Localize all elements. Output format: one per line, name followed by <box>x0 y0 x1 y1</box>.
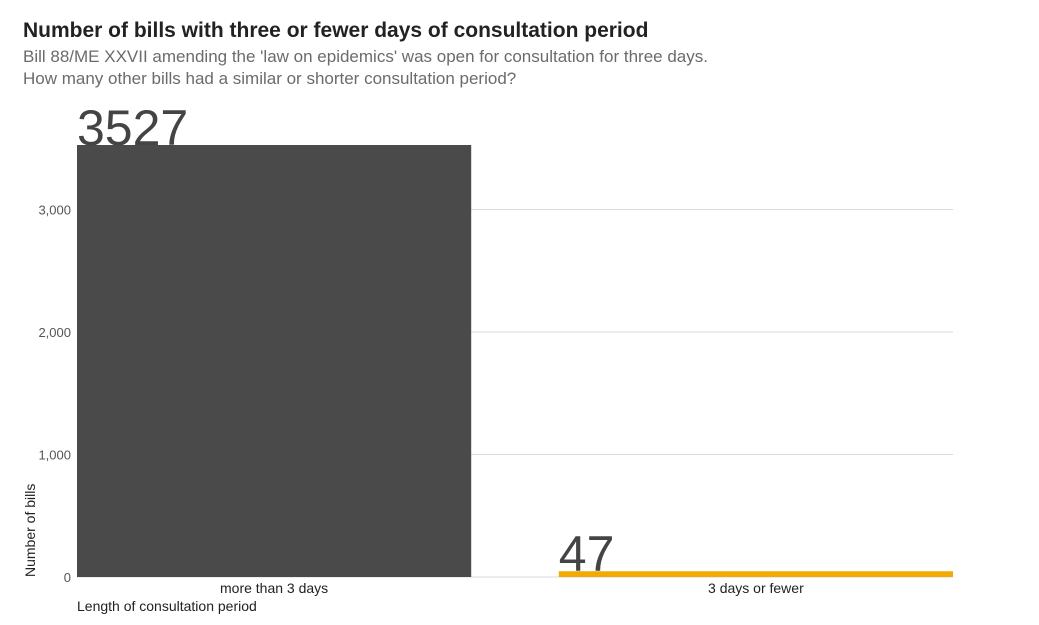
x-axis-title: Length of consultation period <box>77 598 257 614</box>
bar-2 <box>558 571 953 577</box>
y-tick-label: 0 <box>64 570 71 585</box>
chart-title: Number of bills with three or fewer days… <box>23 19 648 42</box>
bars <box>77 145 953 577</box>
x-category-label-1: more than 3 days <box>220 580 328 596</box>
x-axis-categories: more than 3 days 3 days or fewer <box>220 580 804 596</box>
y-axis-title: Number of bills <box>22 484 38 577</box>
bar-1 <box>77 145 472 577</box>
x-category-label-2: 3 days or fewer <box>708 580 804 596</box>
data-label-1: 3527 <box>77 100 188 156</box>
y-axis-ticks: 0 1,000 2,000 3,000 <box>38 203 71 585</box>
y-tick-label: 2,000 <box>38 325 71 340</box>
chart-subtitle-line-2: How many other bills had a similar or sh… <box>23 69 516 88</box>
data-label-2: 47 <box>559 526 615 582</box>
y-tick-label: 1,000 <box>38 448 71 463</box>
y-tick-label: 3,000 <box>38 203 71 218</box>
data-labels: 3527 47 <box>77 100 614 582</box>
chart-subtitle-line-1: Bill 88/ME XXVII amending the 'law on ep… <box>23 47 708 66</box>
